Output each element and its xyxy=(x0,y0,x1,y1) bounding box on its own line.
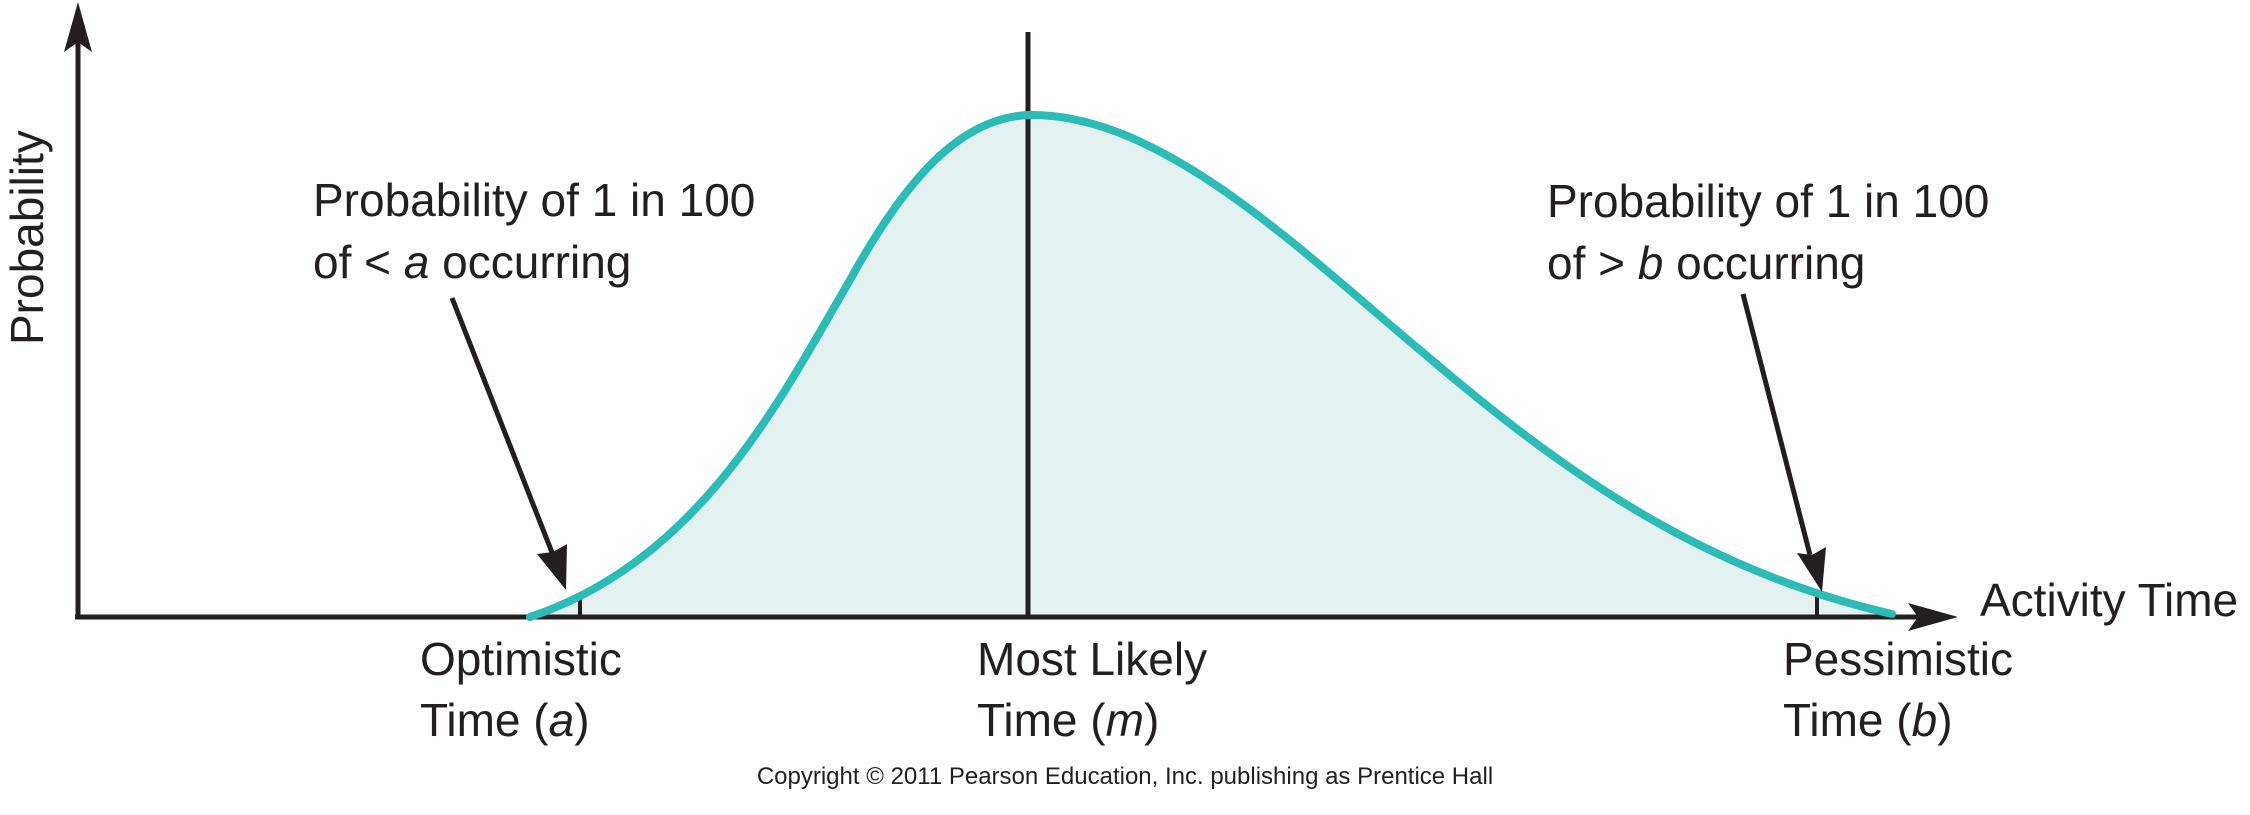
most-likely-label-line1: Most Likely xyxy=(977,633,1207,685)
area-under-curve xyxy=(530,114,1892,618)
beta-distribution-curve xyxy=(526,110,1896,621)
optimistic-label-line1: Optimistic xyxy=(420,633,622,685)
y-axis-arrowhead xyxy=(64,2,92,52)
y-axis-label: Probability xyxy=(1,130,53,345)
pessimistic-label-line1: Pessimistic xyxy=(1783,633,2013,685)
left-callout-arrow-shaft xyxy=(449,297,556,556)
x-axis-label: Activity Time xyxy=(1980,574,2238,626)
optimistic-label-line2: Time (a) xyxy=(420,694,590,746)
pessimistic-label-line2: Time (b) xyxy=(1783,694,1953,746)
right-callout-arrowhead xyxy=(1797,547,1826,592)
left-callout-line2: of < a occurring xyxy=(313,236,631,288)
x-axis-arrowhead xyxy=(1908,603,1958,631)
left-callout-arrowhead xyxy=(537,544,567,590)
left-callout-line1: Probability of 1 in 100 xyxy=(313,174,755,226)
right-callout-line1: Probability of 1 in 100 xyxy=(1547,175,1989,227)
copyright-notice: Copyright © 2011 Pearson Education, Inc.… xyxy=(757,763,1493,790)
most-likely-label-line2: Time (m) xyxy=(977,694,1159,746)
right-callout-arrow-shaft xyxy=(1740,293,1813,556)
right-callout-line2: of > b occurring xyxy=(1547,237,1865,289)
